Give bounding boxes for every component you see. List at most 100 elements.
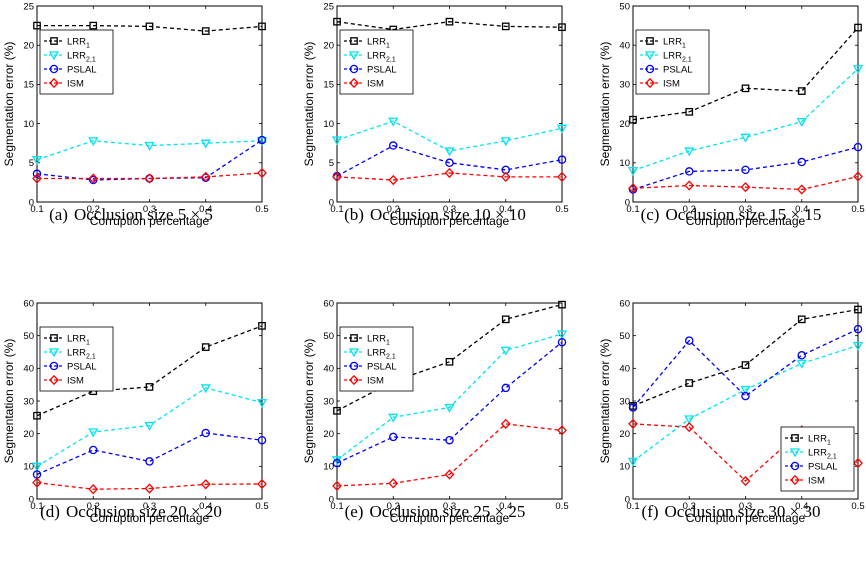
series-lrr-1 <box>629 23 862 124</box>
y-tick-label: 30 <box>619 396 630 407</box>
x-tick-label: 0.2 <box>683 501 696 512</box>
x-tick-label: 0.5 <box>851 204 864 215</box>
diamond-marker <box>349 77 359 89</box>
series-pslal <box>32 428 267 479</box>
chart-f: 0.1 0.2 0.3 0.4 0.5 0 10 20 30 40 50 60 Corruption p… <box>598 298 865 525</box>
square-marker <box>145 383 154 391</box>
series-lrr-1 <box>33 21 266 35</box>
caption-label: (b) <box>344 205 364 224</box>
x-tick-label: 0.3 <box>143 501 156 512</box>
diamond-marker <box>853 457 863 469</box>
triangle-marker <box>388 413 399 423</box>
triangle-marker <box>348 51 360 61</box>
series-lrr-1 <box>333 17 566 34</box>
circle-marker <box>790 461 800 471</box>
legend-label: ISM <box>67 376 84 387</box>
triangle-marker <box>388 117 399 127</box>
y-tick-label: 0 <box>625 494 630 505</box>
x-tick-label: 0.4 <box>795 204 808 215</box>
diamond-marker <box>628 183 638 194</box>
caption-f: (f) Occlusion size 30 × 30 <box>596 502 866 522</box>
legend-item: PSLAL <box>640 65 693 76</box>
square-marker <box>258 22 266 31</box>
legend-item: LRR1 <box>44 37 90 50</box>
square-marker <box>201 343 210 351</box>
triangle-marker <box>500 346 511 356</box>
x-tick-label: 0.2 <box>87 204 100 215</box>
legend-label: PSLAL <box>67 362 97 373</box>
diamond-marker <box>684 421 695 433</box>
circle-marker <box>741 165 750 175</box>
y-tick-label: 25 <box>323 1 334 12</box>
legend-item: LRR2,1 <box>44 51 96 64</box>
diamond-marker <box>740 475 751 487</box>
x-axis-label: Corruption percentage <box>686 214 806 228</box>
y-tick-label: 0 <box>329 494 334 505</box>
series-lrr-21 <box>331 117 568 157</box>
legend-item: PSLAL <box>44 362 97 373</box>
y-tick-label: 10 <box>323 119 334 130</box>
triangle-marker <box>144 141 155 151</box>
x-tick-label: 0.4 <box>499 204 512 215</box>
diamond-marker <box>628 418 638 430</box>
legend-item: PSLAL <box>344 362 397 373</box>
x-tick-label: 0.2 <box>387 204 400 215</box>
y-tick-label: 10 <box>23 462 34 473</box>
legend-label: LRR1 <box>367 37 390 50</box>
legend-item: LRR1 <box>44 334 90 347</box>
x-tick-label: 0.1 <box>626 204 639 215</box>
series-line <box>336 341 563 464</box>
y-tick-label: 0 <box>29 494 34 505</box>
caption-text: Occlusion size 15 × 15 <box>665 205 822 224</box>
caption-text: Occlusion size 25 × 25 <box>369 502 526 521</box>
diamond-marker <box>49 374 59 386</box>
series-line <box>36 140 263 161</box>
caption-text: Occlusion size 20 × 20 <box>65 502 222 521</box>
series-line <box>632 27 859 121</box>
legend-item: ISM <box>44 77 84 90</box>
square-marker <box>201 27 210 35</box>
y-tick-label: 15 <box>323 80 334 91</box>
diamond-marker <box>200 479 211 490</box>
x-tick-label: 0.5 <box>555 501 568 512</box>
series-ism <box>32 167 267 184</box>
circle-marker <box>445 158 454 168</box>
legend-item: LRR1 <box>344 334 390 347</box>
circle-marker <box>89 445 98 455</box>
circle-marker <box>49 64 59 74</box>
y-tick-label: 5 <box>329 158 334 169</box>
y-tick-label: 40 <box>23 364 34 375</box>
square-marker <box>685 379 694 387</box>
circle-marker <box>201 428 210 438</box>
y-axis-label: Segmentation error (%) <box>2 42 16 167</box>
series-lrr-21 <box>331 330 568 466</box>
series-line <box>37 24 263 32</box>
triangle-marker <box>88 428 99 438</box>
y-tick-label: 10 <box>23 119 34 130</box>
circle-marker <box>628 403 638 412</box>
circle-marker <box>389 432 398 442</box>
y-tick-label: 0 <box>29 197 34 208</box>
y-axis-label: Segmentation error (%) <box>598 339 612 464</box>
series-line <box>336 144 563 177</box>
diamond-marker <box>332 171 342 183</box>
triangle-marker <box>684 147 695 157</box>
x-axis-label: Corruption percentage <box>90 214 210 228</box>
series-line <box>632 308 859 407</box>
legend-label: LRR2,1 <box>808 448 837 461</box>
square-marker <box>685 107 694 116</box>
y-tick-label: 5 <box>29 158 34 169</box>
x-tick-label: 0.2 <box>683 204 696 215</box>
diamond-marker <box>49 77 59 89</box>
legend-item: ISM <box>44 374 84 387</box>
diamond-marker <box>645 77 655 89</box>
triangle-marker <box>740 385 751 395</box>
caption-label: (c) <box>640 205 660 224</box>
legend-item: ISM <box>785 474 825 487</box>
circle-marker <box>797 157 806 167</box>
triangle-marker <box>644 51 656 61</box>
